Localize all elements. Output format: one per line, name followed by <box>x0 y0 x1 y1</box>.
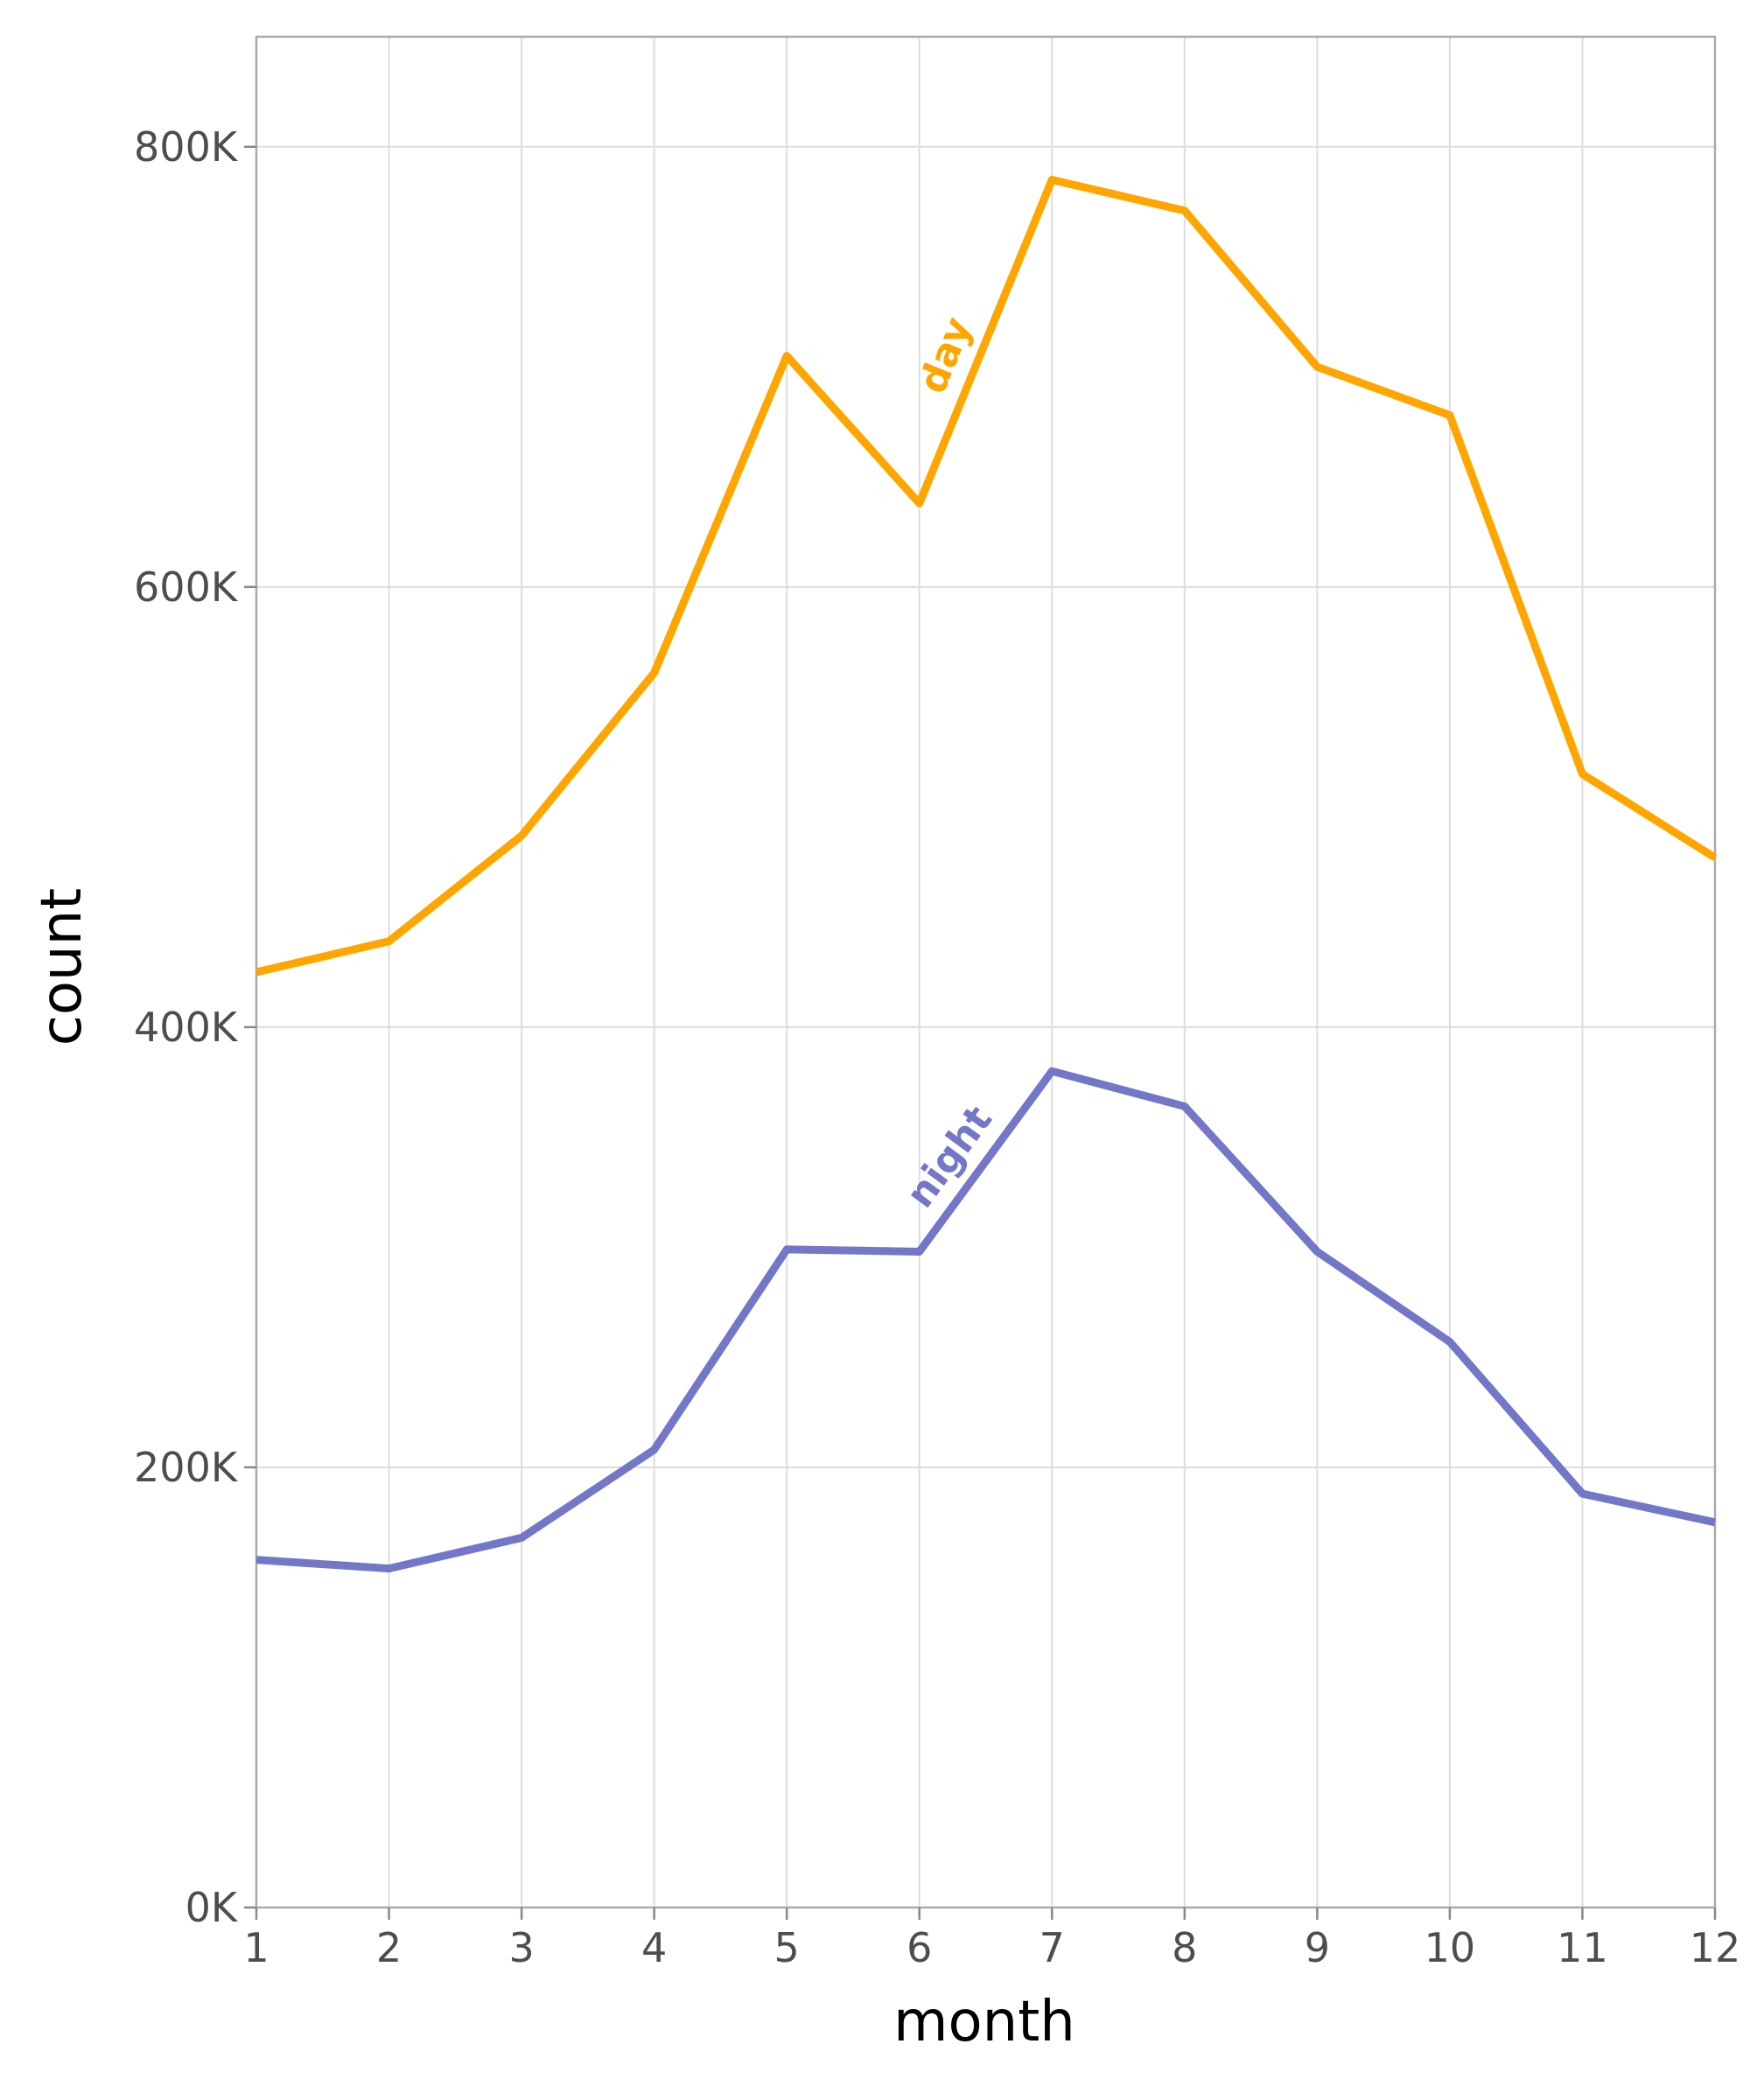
series-line-day <box>255 175 1718 976</box>
x-tick-label: 10 <box>1424 1924 1476 1971</box>
y-tick-label: 0K <box>186 1884 239 1931</box>
plot-border <box>255 35 1717 1909</box>
series-line-night <box>256 1067 1716 1573</box>
x-tick-label: 6 <box>906 1924 932 1971</box>
x-tick-label: 8 <box>1172 1924 1197 1971</box>
y-tick-label: 600K <box>134 564 239 611</box>
y-tick-label: 400K <box>134 1004 239 1051</box>
y-tick-label: 800K <box>134 123 239 171</box>
y-axis-title: count <box>30 888 94 1046</box>
grid-lines <box>256 37 1716 1908</box>
x-tick-label: 3 <box>508 1924 534 1971</box>
x-tick-label: 12 <box>1690 1924 1741 1971</box>
x-tick-label: 4 <box>641 1924 667 1971</box>
x-axis-ticks: 1 2 3 4 5 6 7 8 9 10 11 12 <box>243 1908 1740 1971</box>
y-tick-label: 200K <box>134 1444 239 1491</box>
y-axis-ticks: 0K 200K 400K 600K 800K <box>134 123 256 1931</box>
x-tick-label: 1 <box>243 1924 269 1971</box>
x-tick-label: 5 <box>774 1924 800 1971</box>
x-tick-label: 11 <box>1557 1924 1608 1971</box>
x-tick-label: 2 <box>376 1924 402 1971</box>
x-tick-label: 9 <box>1305 1924 1330 1971</box>
x-tick-label: 7 <box>1040 1924 1065 1971</box>
x-axis-title: month <box>893 1990 1075 2054</box>
plot-frame <box>255 35 1717 1909</box>
